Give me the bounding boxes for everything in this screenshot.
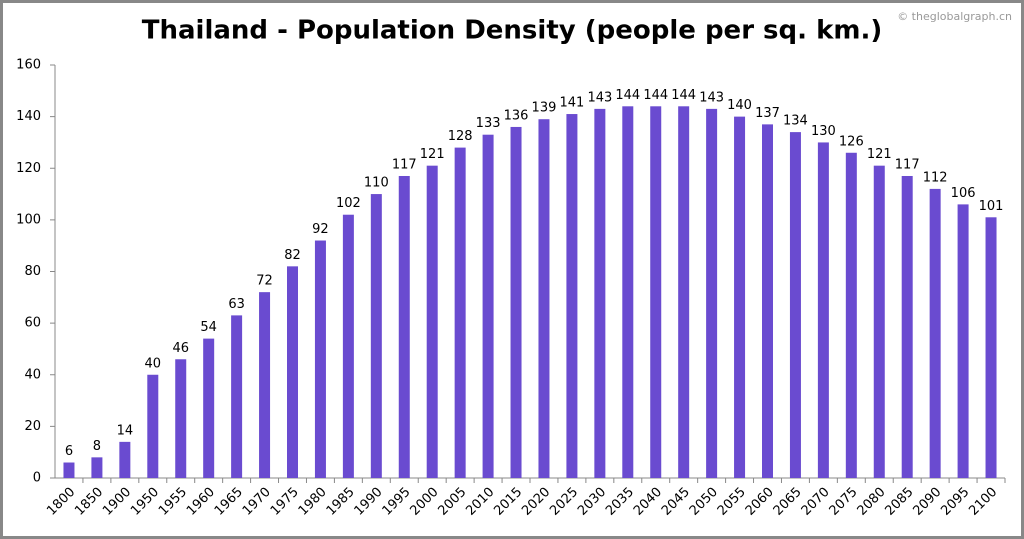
data-label: 8 [93, 439, 101, 454]
data-label: 117 [392, 157, 417, 172]
chart-title: Thailand - Population Density (people pe… [142, 16, 882, 46]
data-label: 144 [615, 88, 640, 103]
bar [510, 126, 522, 478]
y-tick-label: 100 [16, 212, 41, 227]
data-label: 139 [532, 101, 557, 116]
y-tick-label: 60 [24, 316, 41, 331]
y-tick-label: 120 [16, 161, 41, 176]
bar [454, 147, 466, 478]
data-label: 72 [256, 274, 273, 289]
data-label: 126 [839, 134, 864, 149]
bar [566, 114, 578, 478]
y-tick-label: 140 [16, 109, 41, 124]
y-tick-label: 0 [33, 471, 41, 486]
bar [845, 152, 857, 478]
data-label: 133 [476, 116, 501, 131]
data-label: 136 [504, 108, 529, 123]
bar [398, 175, 410, 478]
bar [734, 116, 746, 478]
y-tick-label: 20 [24, 419, 41, 434]
data-label: 54 [200, 320, 217, 335]
bar [287, 266, 298, 478]
data-label: 141 [559, 96, 584, 111]
data-label: 112 [923, 170, 948, 185]
bar [342, 214, 354, 478]
y-tick-label: 80 [24, 264, 41, 279]
data-label: 40 [145, 356, 162, 371]
bar [482, 134, 494, 478]
data-label: 6 [65, 444, 73, 459]
bar [119, 441, 131, 478]
bar [538, 119, 550, 479]
data-label: 121 [867, 147, 892, 162]
bar [175, 359, 187, 478]
data-label: 106 [951, 186, 976, 201]
data-label: 130 [811, 124, 836, 139]
bar [622, 106, 634, 479]
data-label: 144 [643, 88, 668, 103]
bar [203, 338, 215, 478]
data-label: 82 [284, 248, 301, 263]
bar [985, 217, 997, 478]
bar [314, 240, 326, 478]
data-label: 143 [699, 90, 724, 105]
bar [873, 165, 885, 478]
data-label: 46 [172, 341, 189, 356]
data-label: 137 [755, 106, 780, 121]
bar [231, 315, 243, 478]
bar [957, 204, 969, 478]
data-label: 92 [312, 222, 329, 237]
data-label: 102 [336, 196, 361, 211]
data-label: 14 [117, 423, 134, 438]
data-label: 63 [228, 297, 245, 312]
data-label: 101 [979, 199, 1004, 214]
bar [370, 194, 382, 478]
bar [706, 108, 718, 478]
data-label: 121 [420, 147, 445, 162]
bar [901, 175, 913, 478]
data-label: 144 [671, 88, 696, 103]
bar [63, 462, 75, 478]
data-label: 110 [364, 176, 389, 191]
bar [91, 457, 103, 478]
data-label: 128 [448, 129, 473, 144]
data-label: 134 [783, 114, 808, 129]
watermark: © theglobalgraph.cn [897, 10, 1012, 23]
bar [650, 106, 662, 479]
bar [594, 108, 606, 478]
bar [762, 124, 773, 479]
data-label: 117 [895, 157, 920, 172]
bar [147, 374, 159, 478]
y-tick-label: 40 [24, 367, 41, 382]
bar [789, 132, 801, 479]
y-tick-label: 160 [16, 58, 41, 73]
bar [929, 188, 941, 478]
bar [678, 106, 690, 479]
bar [426, 165, 438, 478]
data-label: 140 [727, 98, 752, 113]
bar [817, 142, 829, 478]
bar [259, 292, 271, 478]
data-label: 143 [587, 90, 612, 105]
